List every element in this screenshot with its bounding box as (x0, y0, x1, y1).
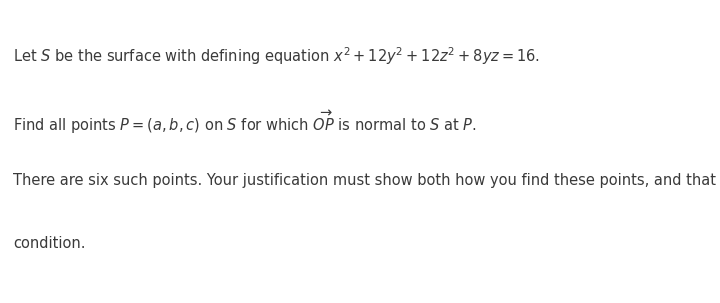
Text: condition.: condition. (13, 236, 86, 251)
Text: Let $S$ be the surface with defining equation $x^2 + 12y^2 + 12z^2 + 8yz = 16.$: Let $S$ be the surface with defining equ… (13, 45, 540, 67)
Text: There are six such points. Your justification must show both how you find these : There are six such points. Your justific… (13, 173, 720, 188)
Text: Find all points $P = (a, b, c)$ on $S$ for which $\overrightarrow{OP}$ is normal: Find all points $P = (a, b, c)$ on $S$ f… (13, 109, 477, 136)
